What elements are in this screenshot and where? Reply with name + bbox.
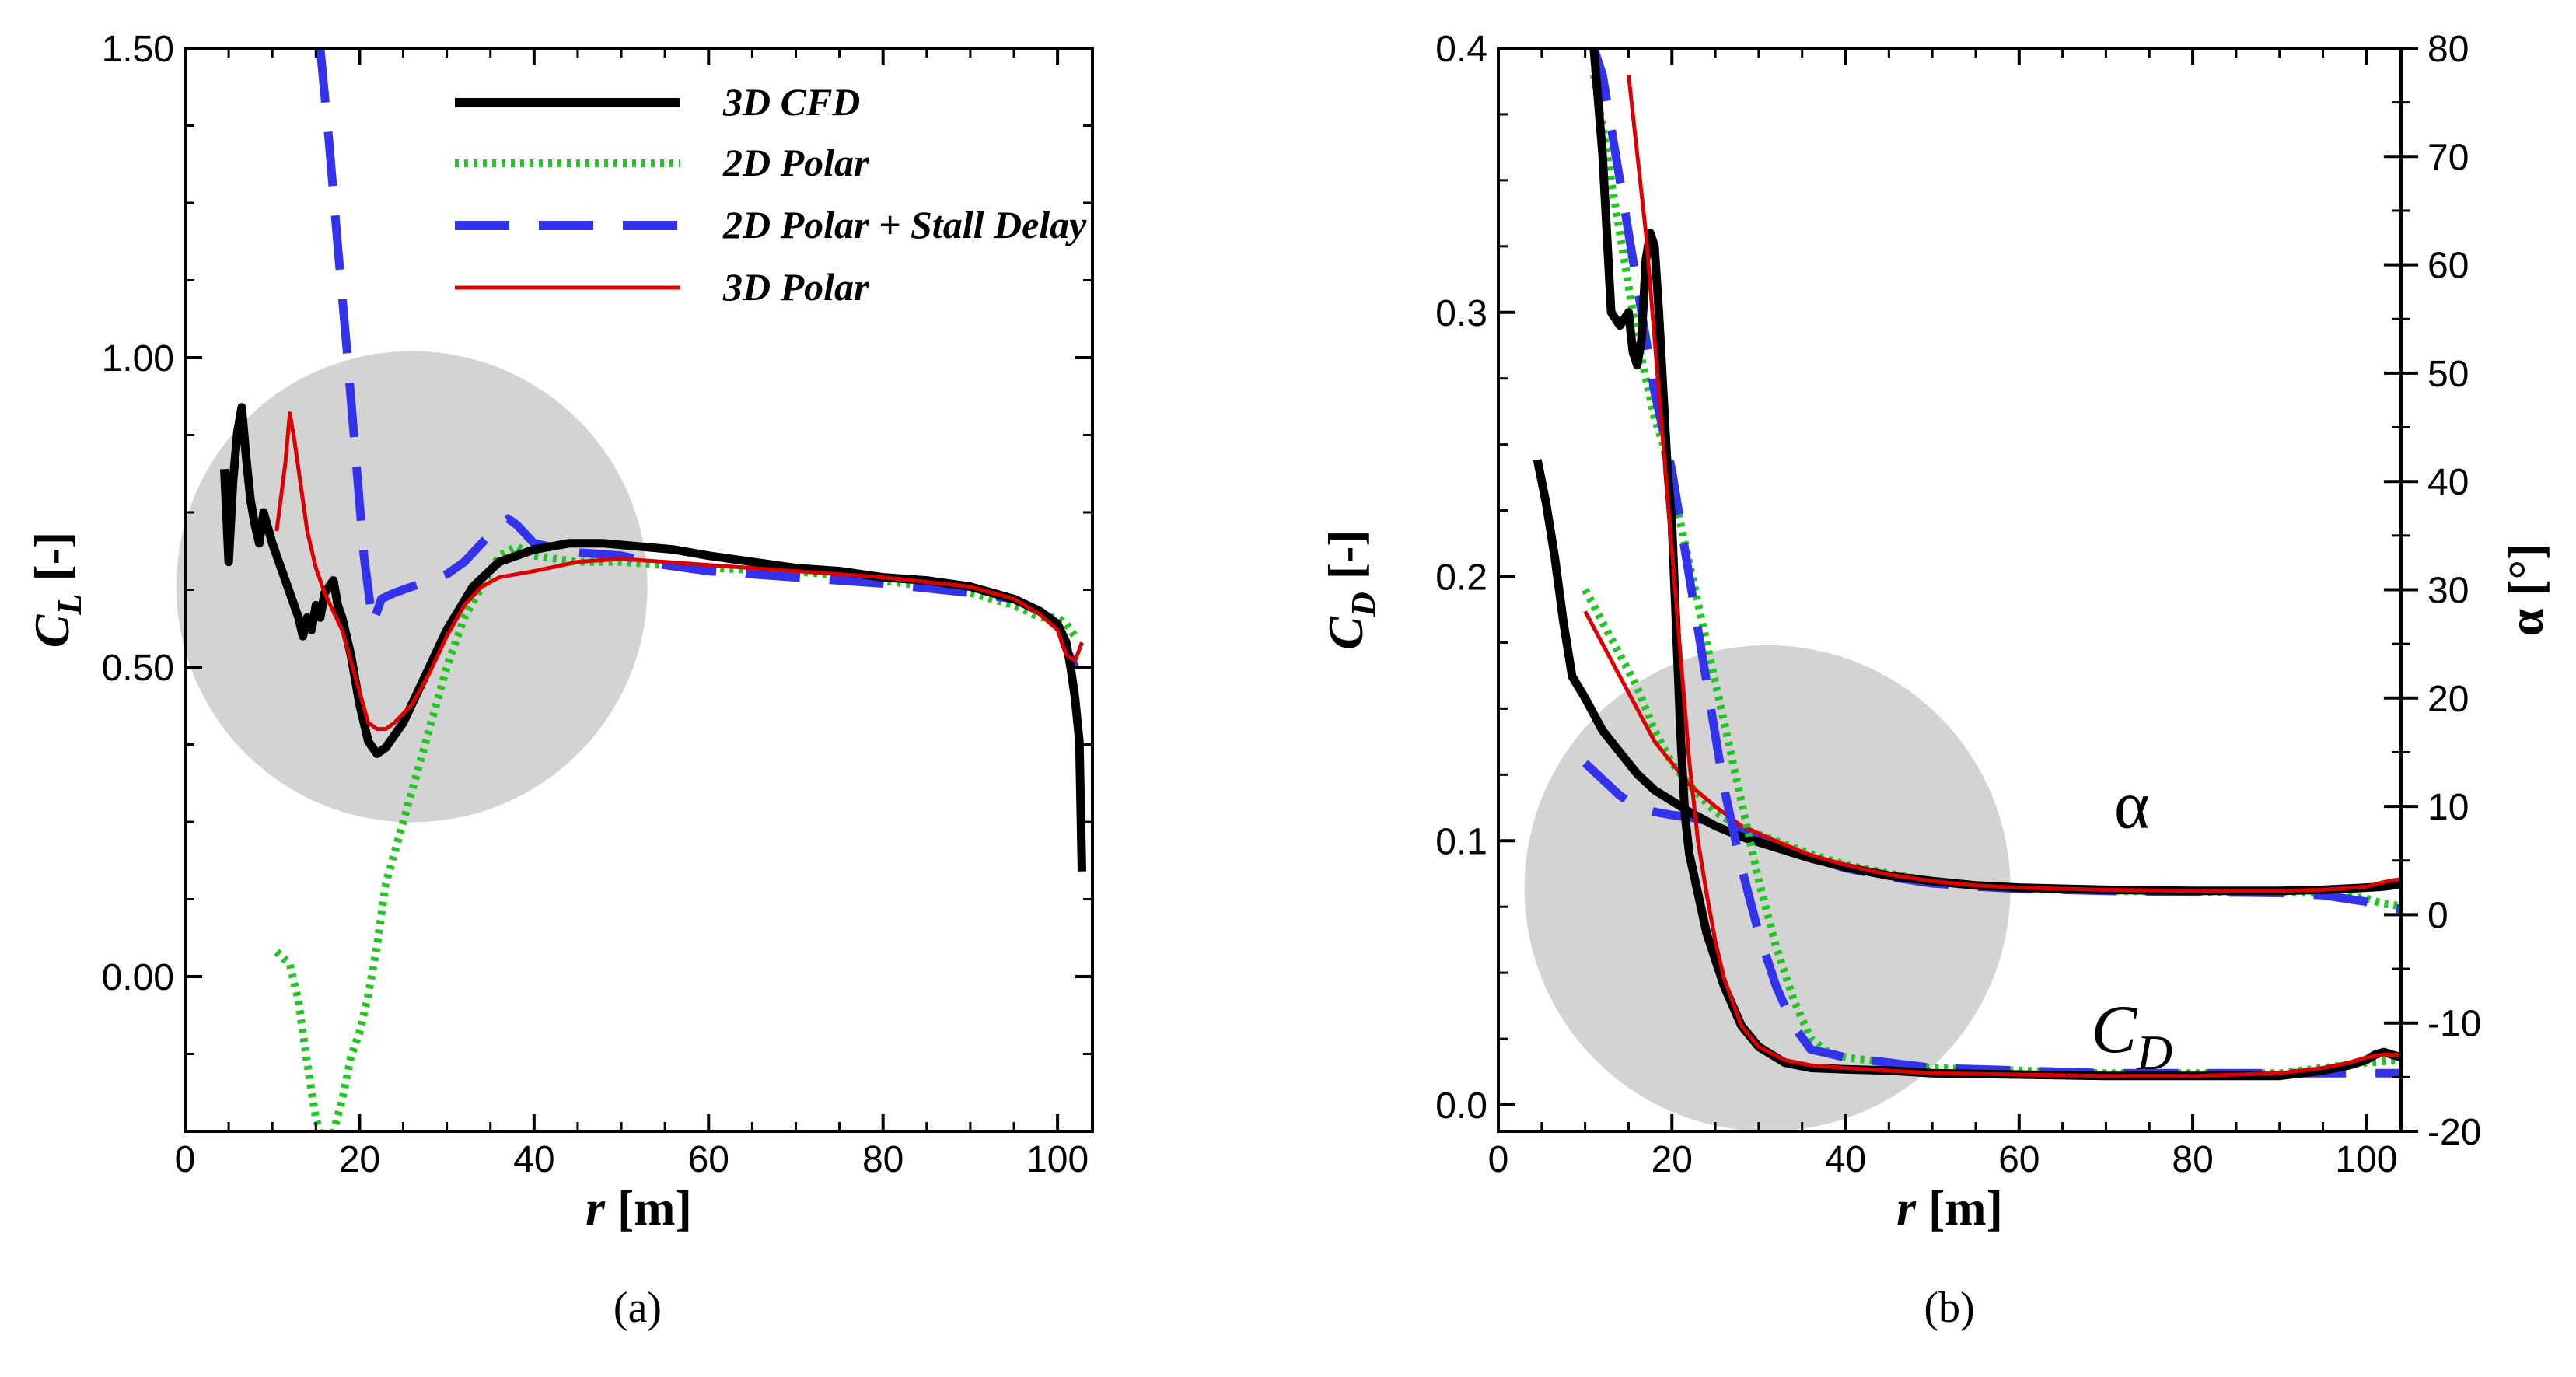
x-axis-var: r [585, 1180, 606, 1235]
y-tick-label: 0.4 [1435, 29, 1487, 70]
y-tick-label: 0.00 [102, 957, 174, 998]
panel-b-cd-alpha-chart: 0 20 40 60 80 100 0.0 0.1 0.2 0.3 0.4 -20 -10 0 10 20 30… [1318, 29, 2553, 1332]
x-tick-label: 40 [1825, 1139, 1866, 1180]
annotation-cd: CD [2091, 992, 2172, 1080]
y2-tick-label: 0 [2427, 895, 2448, 936]
y2-axis-title: α [°] [2498, 543, 2553, 637]
y-tick-label: 0.1 [1435, 821, 1487, 862]
y-tick-label: 0.3 [1435, 293, 1487, 334]
axis-ticks: 0 20 40 60 80 100 0.00 0.50 1.00 1.50 [102, 29, 1092, 1180]
y2-tick-label: 20 [2427, 679, 2469, 720]
x-tick-label: 20 [339, 1139, 380, 1180]
cd-line-3d-cfd [1589, 48, 2401, 1081]
alpha-line-3d-polar [1583, 610, 2401, 893]
x-axis-title: r [m] [585, 1180, 692, 1235]
annotation-cd-var: C [2091, 992, 2137, 1068]
x-tick-label: 0 [1488, 1139, 1509, 1180]
y-axis-var: C [24, 613, 79, 648]
y-axis-title: CL [-] [24, 532, 89, 648]
y-axis-unit: [-] [1318, 529, 1373, 592]
y-axis-sub: L [51, 594, 89, 616]
y-tick-label: 0.2 [1435, 557, 1487, 599]
highlight-circle [1524, 645, 2011, 1132]
axis-ticks: 0 20 40 60 80 100 0.0 0.1 0.2 0.3 0.4 -20 -10 0 10 20 30… [1435, 29, 2481, 1180]
y2-tick-label: 80 [2427, 29, 2469, 70]
x-axis-unit: [m] [1916, 1180, 2003, 1235]
x-tick-label: 100 [2335, 1139, 2397, 1180]
x-axis-var: r [1896, 1180, 1917, 1235]
y-axis-sub: D [1344, 592, 1382, 617]
x-axis-title: r [m] [1896, 1180, 2003, 1235]
y-tick-label: 1.50 [102, 29, 174, 70]
y2-tick-label: 50 [2427, 354, 2469, 395]
legend-label-3d-polar: 3D Polar [722, 265, 869, 309]
y2-tick-label: 70 [2427, 137, 2469, 178]
x-tick-label: 20 [1652, 1139, 1693, 1180]
y2-tick-label: -10 [2427, 1004, 2481, 1045]
y2-tick-label: 30 [2427, 571, 2469, 612]
series-group [220, 48, 1086, 1131]
y-axis-var: C [1318, 616, 1373, 650]
y-tick-label: 0.0 [1435, 1085, 1487, 1127]
annotation-cd-sub: D [2136, 1025, 2172, 1080]
cd-line-3d-polar [1627, 74, 2401, 1078]
series-group [1533, 48, 2401, 1081]
legend-label-2d-polar: 2D Polar [722, 141, 869, 184]
x-tick-label: 60 [688, 1139, 729, 1180]
y-axis-title: CD [-] [1318, 529, 1382, 649]
legend-label-3d-cfd: 3D CFD [722, 80, 860, 124]
caption-a: (a) [613, 1284, 662, 1332]
annotation-alpha: α [2114, 767, 2150, 843]
x-tick-label: 80 [862, 1139, 904, 1180]
y2-tick-label: -20 [2427, 1112, 2481, 1153]
panel-a-cl-chart: 0 20 40 60 80 100 0.00 0.50 1.00 1.50 CL [-] r [m… [24, 29, 1094, 1332]
cd-line-2d-polar-stall-delay [1589, 48, 2401, 1078]
legend: 3D CFD 2D Polar 2D Polar + Stall Delay 3… [455, 80, 1087, 309]
caption-b: (b) [1924, 1284, 1974, 1332]
x-tick-label: 100 [1026, 1139, 1089, 1180]
x-tick-label: 60 [1998, 1139, 2039, 1180]
y-tick-label: 0.50 [102, 648, 174, 689]
y2-tick-label: 60 [2427, 246, 2469, 287]
y-axis-unit: [-] [24, 532, 79, 594]
y-tick-label: 1.00 [102, 338, 174, 379]
x-tick-label: 80 [2172, 1139, 2213, 1180]
y2-tick-label: 10 [2427, 787, 2469, 828]
cl-line-3d-polar [274, 411, 1084, 732]
x-tick-label: 0 [175, 1139, 196, 1180]
y2-tick-label: 40 [2427, 462, 2469, 503]
x-tick-label: 40 [513, 1139, 554, 1180]
legend-label-stall-delay: 2D Polar + Stall Delay [722, 203, 1087, 246]
x-axis-unit: [m] [605, 1180, 692, 1235]
